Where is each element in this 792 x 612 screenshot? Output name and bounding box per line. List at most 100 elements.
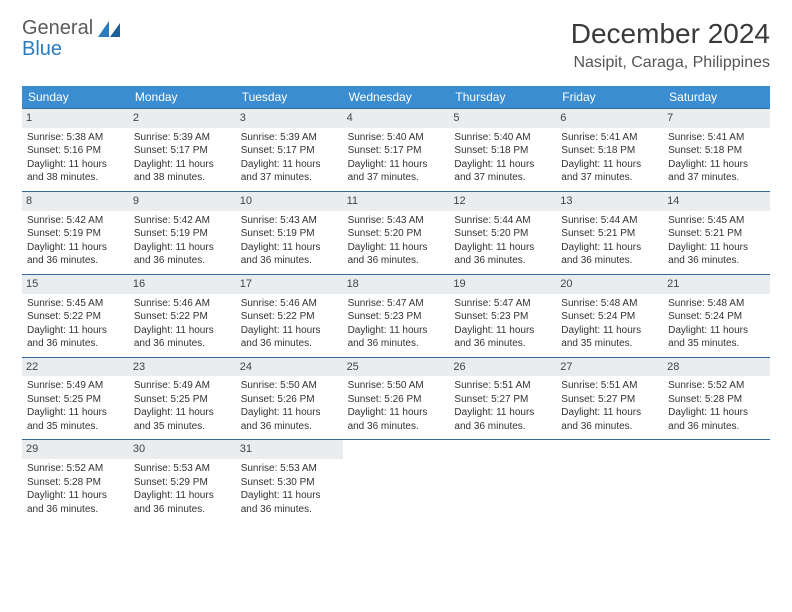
dow-header: Thursday — [449, 86, 556, 108]
day-number: 1 — [22, 109, 129, 128]
sunrise-line: Sunrise: 5:46 AM — [241, 297, 338, 311]
calendar-cell: 12Sunrise: 5:44 AMSunset: 5:20 PMDayligh… — [449, 191, 556, 274]
daylight-line: Daylight: 11 hours and 36 minutes. — [668, 406, 765, 433]
day-number: 23 — [129, 358, 236, 377]
sunrise-line: Sunrise: 5:42 AM — [134, 214, 231, 228]
day-number: 21 — [663, 275, 770, 294]
dow-header: Tuesday — [236, 86, 343, 108]
sunset-line: Sunset: 5:28 PM — [668, 393, 765, 407]
day-number: 3 — [236, 109, 343, 128]
sunrise-line: Sunrise: 5:45 AM — [27, 297, 124, 311]
sunset-line: Sunset: 5:24 PM — [668, 310, 765, 324]
sunrise-line: Sunrise: 5:52 AM — [27, 462, 124, 476]
daylight-line: Daylight: 11 hours and 37 minutes. — [348, 158, 445, 185]
day-number: 22 — [22, 358, 129, 377]
day-number: 24 — [236, 358, 343, 377]
calendar-cell: 15Sunrise: 5:45 AMSunset: 5:22 PMDayligh… — [22, 274, 129, 357]
day-number: 29 — [22, 440, 129, 459]
sunrise-line: Sunrise: 5:49 AM — [134, 379, 231, 393]
day-number: 9 — [129, 192, 236, 211]
sunrise-line: Sunrise: 5:53 AM — [241, 462, 338, 476]
logo-word-blue: Blue — [22, 39, 120, 60]
daylight-line: Daylight: 11 hours and 36 minutes. — [241, 324, 338, 351]
sunrise-line: Sunrise: 5:43 AM — [348, 214, 445, 228]
daylight-line: Daylight: 11 hours and 37 minutes. — [241, 158, 338, 185]
header: General Blue December 2024 Nasipit, Cara… — [22, 18, 770, 72]
calendar-cell: 26Sunrise: 5:51 AMSunset: 5:27 PMDayligh… — [449, 357, 556, 440]
day-number: 30 — [129, 440, 236, 459]
daylight-line: Daylight: 11 hours and 37 minutes. — [561, 158, 658, 185]
sunset-line: Sunset: 5:20 PM — [454, 227, 551, 241]
day-number: 14 — [663, 192, 770, 211]
daylight-line: Daylight: 11 hours and 36 minutes. — [27, 241, 124, 268]
day-number: 17 — [236, 275, 343, 294]
daylight-line: Daylight: 11 hours and 36 minutes. — [241, 241, 338, 268]
dow-header: Friday — [556, 86, 663, 108]
sunrise-line: Sunrise: 5:46 AM — [134, 297, 231, 311]
title-block: December 2024 Nasipit, Caraga, Philippin… — [571, 18, 770, 72]
sunrise-line: Sunrise: 5:53 AM — [134, 462, 231, 476]
calendar-cell: 29Sunrise: 5:52 AMSunset: 5:28 PMDayligh… — [22, 439, 129, 522]
sunset-line: Sunset: 5:26 PM — [241, 393, 338, 407]
day-number: 27 — [556, 358, 663, 377]
sunset-line: Sunset: 5:17 PM — [241, 144, 338, 158]
dow-header: Saturday — [663, 86, 770, 108]
logo-sail-icon — [98, 21, 120, 37]
sunset-line: Sunset: 5:23 PM — [454, 310, 551, 324]
daylight-line: Daylight: 11 hours and 36 minutes. — [668, 241, 765, 268]
sunrise-line: Sunrise: 5:51 AM — [561, 379, 658, 393]
daylight-line: Daylight: 11 hours and 36 minutes. — [348, 406, 445, 433]
sunrise-line: Sunrise: 5:47 AM — [454, 297, 551, 311]
sunset-line: Sunset: 5:22 PM — [27, 310, 124, 324]
sunrise-line: Sunrise: 5:41 AM — [668, 131, 765, 145]
sunrise-line: Sunrise: 5:48 AM — [668, 297, 765, 311]
daylight-line: Daylight: 11 hours and 36 minutes. — [454, 406, 551, 433]
daylight-line: Daylight: 11 hours and 36 minutes. — [134, 241, 231, 268]
calendar-cell: 3 Sunrise: 5:39 AMSunset: 5:17 PMDaylight… — [236, 108, 343, 191]
day-number: 6 — [556, 109, 663, 128]
calendar-cell: 10Sunrise: 5:43 AMSunset: 5:19 PMDayligh… — [236, 191, 343, 274]
sunrise-line: Sunrise: 5:39 AM — [241, 131, 338, 145]
logo: General Blue — [22, 18, 120, 60]
sunset-line: Sunset: 5:19 PM — [134, 227, 231, 241]
daylight-line: Daylight: 11 hours and 36 minutes. — [241, 406, 338, 433]
day-number: 11 — [343, 192, 450, 211]
calendar-cell: 14 Sunrise: 5:45 AMSunset: 5:21 PMDayligh… — [663, 191, 770, 274]
sunset-line: Sunset: 5:18 PM — [561, 144, 658, 158]
calendar-cell: 1Sunrise: 5:38 AMSunset: 5:16 PMDaylight… — [22, 108, 129, 191]
sunrise-line: Sunrise: 5:44 AM — [454, 214, 551, 228]
calendar-cell: 25Sunrise: 5:50 AMSunset: 5:26 PMDayligh… — [343, 357, 450, 440]
calendar-cell: 11Sunrise: 5:43 AMSunset: 5:20 PMDayligh… — [343, 191, 450, 274]
sunset-line: Sunset: 5:25 PM — [27, 393, 124, 407]
daylight-line: Daylight: 11 hours and 35 minutes. — [668, 324, 765, 351]
day-number: 25 — [343, 358, 450, 377]
calendar-cell-empty — [663, 439, 770, 522]
day-number: 10 — [236, 192, 343, 211]
calendar-cell: 6Sunrise: 5:41 AMSunset: 5:18 PMDaylight… — [556, 108, 663, 191]
sunset-line: Sunset: 5:30 PM — [241, 476, 338, 490]
sunrise-line: Sunrise: 5:52 AM — [668, 379, 765, 393]
daylight-line: Daylight: 11 hours and 36 minutes. — [561, 406, 658, 433]
sunrise-line: Sunrise: 5:40 AM — [348, 131, 445, 145]
month-title: December 2024 — [571, 18, 770, 50]
calendar-cell: 31Sunrise: 5:53 AMSunset: 5:30 PMDayligh… — [236, 439, 343, 522]
dow-header: Sunday — [22, 86, 129, 108]
calendar-cell: 9 Sunrise: 5:42 AMSunset: 5:19 PMDaylight… — [129, 191, 236, 274]
sunset-line: Sunset: 5:16 PM — [27, 144, 124, 158]
sunset-line: Sunset: 5:24 PM — [561, 310, 658, 324]
calendar-cell-empty — [449, 439, 556, 522]
sunset-line: Sunset: 5:29 PM — [134, 476, 231, 490]
daylight-line: Daylight: 11 hours and 36 minutes. — [241, 489, 338, 516]
sunrise-line: Sunrise: 5:50 AM — [348, 379, 445, 393]
sunset-line: Sunset: 5:19 PM — [27, 227, 124, 241]
sunset-line: Sunset: 5:21 PM — [668, 227, 765, 241]
sunset-line: Sunset: 5:18 PM — [454, 144, 551, 158]
sunset-line: Sunset: 5:22 PM — [241, 310, 338, 324]
day-number: 8 — [22, 192, 129, 211]
daylight-line: Daylight: 11 hours and 35 minutes. — [561, 324, 658, 351]
sunrise-line: Sunrise: 5:49 AM — [27, 379, 124, 393]
calendar-cell: 17 Sunrise: 5:46 AMSunset: 5:22 PMDayligh… — [236, 274, 343, 357]
logo-word-general: General — [22, 18, 93, 39]
sunrise-line: Sunrise: 5:45 AM — [668, 214, 765, 228]
day-number: 20 — [556, 275, 663, 294]
